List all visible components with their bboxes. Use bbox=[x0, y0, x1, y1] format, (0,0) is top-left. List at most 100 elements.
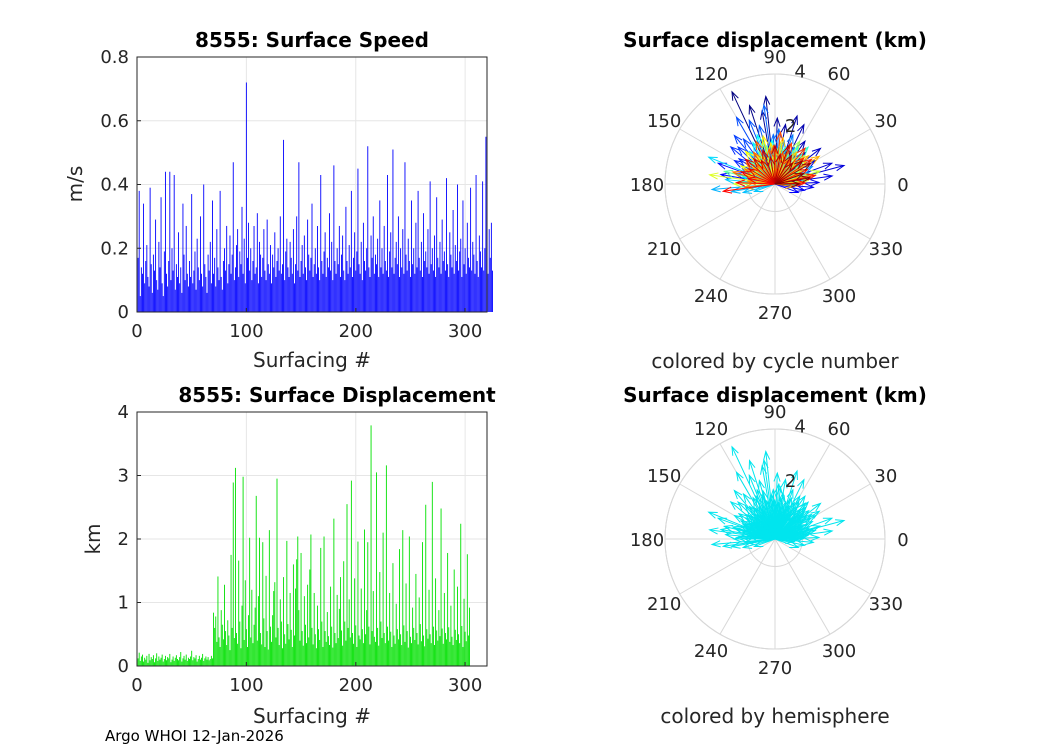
y-tick-label: 0 bbox=[118, 302, 129, 323]
displacement-vector bbox=[774, 517, 811, 540]
vector-arrowhead bbox=[803, 165, 814, 174]
vector-arrowhead bbox=[795, 540, 807, 548]
displacement-vector bbox=[754, 538, 776, 547]
vector-arrowhead bbox=[811, 147, 822, 157]
displacement-vector bbox=[745, 513, 776, 540]
vector-arrowhead bbox=[791, 535, 802, 543]
vector-arrowhead bbox=[752, 496, 761, 507]
displacement-vector bbox=[774, 160, 803, 185]
polar-angle-label: 180 bbox=[630, 530, 664, 551]
vector-arrowhead bbox=[735, 179, 746, 187]
vector-arrowhead bbox=[792, 139, 801, 151]
polar-angle-label: 30 bbox=[874, 111, 897, 132]
vector-arrowhead bbox=[708, 172, 719, 180]
vector-arrowhead bbox=[797, 147, 806, 157]
polar-angle-label: 30 bbox=[874, 466, 897, 487]
polar-radius-label: 4 bbox=[794, 417, 805, 438]
vector-arrowhead bbox=[804, 183, 815, 191]
displacement-vector bbox=[747, 532, 776, 540]
vector-arrowhead bbox=[760, 158, 769, 170]
vector-arrowhead bbox=[721, 186, 733, 194]
vector-arrowhead bbox=[733, 489, 743, 500]
x-tick-label: 300 bbox=[448, 321, 482, 342]
vector-arrowhead bbox=[778, 491, 786, 502]
vector-arrowhead bbox=[752, 141, 761, 152]
vector-arrowhead bbox=[766, 502, 774, 513]
polar-spoke bbox=[774, 183, 871, 240]
displacement-vector bbox=[774, 513, 812, 540]
vector-arrowhead bbox=[806, 528, 817, 536]
x-tick-label: 0 bbox=[131, 321, 142, 342]
vector-arrowhead bbox=[748, 104, 756, 115]
polar-angle-label: 300 bbox=[822, 641, 856, 662]
vector-arrowhead bbox=[797, 123, 805, 134]
vector-arrowhead bbox=[776, 141, 784, 153]
displacement-vector bbox=[762, 505, 776, 540]
polar-cycle-title: Surface displacement (km) bbox=[623, 28, 927, 52]
displacement-vector bbox=[762, 135, 776, 185]
displacement-vector bbox=[736, 182, 776, 185]
vector-arrowhead bbox=[741, 541, 753, 549]
polar-angle-label: 60 bbox=[828, 419, 851, 440]
vector-arrowhead bbox=[744, 505, 754, 515]
displacement-vector bbox=[748, 523, 776, 540]
displacement-vector bbox=[769, 511, 776, 540]
vector-arrowhead bbox=[776, 496, 784, 508]
vector-arrowhead bbox=[742, 492, 752, 503]
vector-arrowhead bbox=[758, 505, 767, 516]
vector-arrowhead bbox=[747, 523, 758, 532]
vector-arrowhead bbox=[737, 501, 747, 511]
x-tick-label: 0 bbox=[131, 675, 142, 696]
vector-arrowhead bbox=[730, 186, 741, 194]
vector-arrowhead bbox=[735, 116, 744, 127]
vector-arrowhead bbox=[771, 499, 779, 510]
vector-arrowhead bbox=[735, 534, 746, 542]
x-tick-label: 200 bbox=[339, 675, 373, 696]
vector-arrowhead bbox=[752, 166, 763, 175]
x-tick-label: 100 bbox=[229, 321, 263, 342]
polar-spoke bbox=[719, 183, 776, 280]
vector-arrowhead bbox=[804, 538, 815, 546]
vector-arrowhead bbox=[803, 520, 814, 529]
displacement-vector bbox=[760, 159, 776, 185]
vector-arrowhead bbox=[752, 150, 762, 161]
displacement-y-axis-label: km bbox=[81, 523, 105, 554]
polar-radius-label: 2 bbox=[785, 471, 796, 492]
vector-arrowhead bbox=[770, 499, 778, 510]
vector-arrowhead bbox=[729, 500, 740, 510]
displacement-vector bbox=[723, 183, 776, 192]
vector-arrowhead bbox=[762, 504, 769, 515]
displacement-x-axis-label: Surfacing # bbox=[253, 704, 371, 728]
vector-arrowhead bbox=[811, 502, 822, 512]
vector-arrowhead bbox=[731, 525, 742, 533]
vector-arrowhead bbox=[742, 137, 752, 148]
vector-arrowhead bbox=[743, 182, 754, 190]
polar-spoke bbox=[774, 183, 831, 280]
vector-arrowhead bbox=[794, 528, 805, 535]
vector-arrowhead bbox=[810, 169, 822, 177]
y-tick-label: 3 bbox=[118, 466, 129, 487]
vector-arrowhead bbox=[773, 471, 781, 482]
polar-cycle-caption: colored by cycle number bbox=[651, 349, 899, 373]
polar-spoke bbox=[774, 538, 871, 595]
displacement-vector bbox=[762, 490, 776, 540]
displacement-vector bbox=[774, 173, 804, 185]
vector-arrowhead bbox=[707, 156, 718, 164]
vector-arrowhead bbox=[786, 488, 794, 499]
vector-arrowhead bbox=[737, 157, 748, 167]
vector-arrowhead bbox=[755, 139, 763, 151]
speed-chart: 0 100 200 300 0 0.2 0.4 0.6 0.8 8555: Surface Sp… bbox=[63, 28, 493, 372]
vector-arrowhead bbox=[761, 103, 769, 114]
vector-arrowhead bbox=[775, 507, 783, 519]
vector-arrowhead bbox=[810, 534, 821, 542]
vector-arrowhead bbox=[768, 155, 776, 166]
vector-arrowhead bbox=[770, 144, 778, 155]
x-tick-label: 200 bbox=[339, 321, 373, 342]
vector-arrowhead bbox=[744, 158, 755, 168]
vector-arrowhead bbox=[737, 146, 747, 156]
speed-y-axis-label: m/s bbox=[63, 166, 87, 203]
polar-angle-label: 150 bbox=[647, 111, 681, 132]
vector-arrowhead bbox=[796, 534, 807, 542]
vector-arrowhead bbox=[776, 485, 784, 496]
polar-angle-label: 330 bbox=[869, 594, 903, 615]
